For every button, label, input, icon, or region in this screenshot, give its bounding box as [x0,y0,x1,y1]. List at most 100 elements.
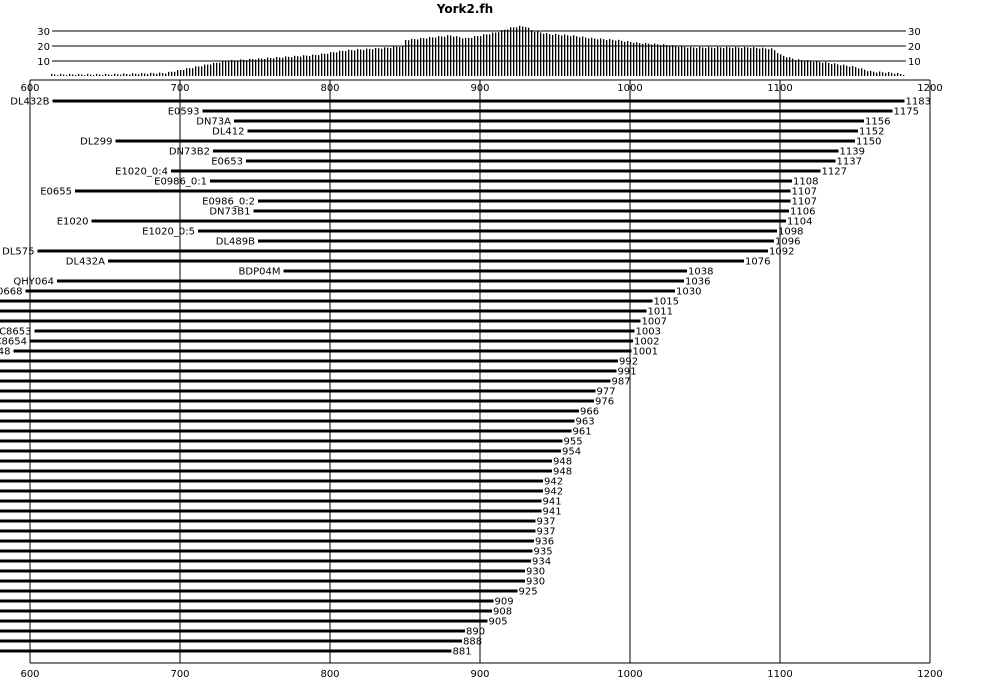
sample-end-year: 1011 [648,307,673,318]
histogram-bar [570,36,572,76]
sample-range: DL432A 1076 [66,257,771,268]
histogram-bar [372,49,374,76]
histogram-bar [411,38,413,76]
histogram-bar [819,61,821,76]
sample-range: C8885935 [0,547,553,558]
histogram-bar [405,40,407,76]
histogram-bar [561,35,563,76]
histogram-bar [894,73,896,76]
histogram-bar [783,55,785,76]
histogram-bar [444,36,446,76]
sample-end-year: 1150 [856,137,881,148]
histogram-bar [159,72,161,76]
histogram-bar [810,61,812,76]
sample-end-year: 942 [544,487,563,498]
histogram-bar [858,68,860,76]
sample-end-year: 966 [580,407,599,418]
histogram-bar [747,47,749,76]
x-tick-label-top: 800 [320,83,339,94]
histogram-y-tick-label-left: 10 [37,57,50,68]
histogram-bar [720,47,722,76]
histogram-bar [795,60,797,76]
sample-end-year: 1152 [859,127,884,138]
histogram-bar [780,54,782,76]
sample-label: DL432A [66,257,105,268]
histogram-bar [762,47,764,76]
sample-end-year: 942 [544,477,563,488]
sample-range: C8071925 [0,587,538,598]
histogram-bar [402,45,404,76]
sample-end-year: 1107 [792,197,817,208]
histogram-bar [90,74,92,76]
sample-range: C0051937 [0,527,556,538]
histogram-bar [813,61,815,76]
sample-range: C9067930 [0,567,545,578]
histogram-bar [207,64,209,76]
histogram-bar [609,39,611,76]
histogram-bar [132,73,134,76]
histogram-bar [537,31,539,76]
sample-end-year: 1038 [688,267,713,278]
histogram-bar [837,64,839,76]
histogram-bar [390,48,392,76]
x-tick-label-top: 700 [170,83,189,94]
histogram-bar [258,58,260,76]
histogram-bar [111,74,113,76]
sample-range: E0986_0:1 1108 [154,177,818,188]
histogram-bar [225,61,227,76]
histogram-bar [597,39,599,76]
histogram-bar [582,36,584,76]
histogram-bar [741,48,743,76]
histogram-bar [849,66,851,76]
histogram-bar [579,37,581,76]
histogram-bar [318,55,320,76]
histogram-bar [663,44,665,76]
histogram-bar [636,42,638,76]
x-tick-label-bottom: 700 [170,669,189,680]
histogram-bar [150,72,152,76]
histogram-bar [375,47,377,76]
sample-range: C8897909 [0,597,514,608]
sample-range: C86201007 [0,317,667,328]
x-axis: 600 600 700 700 800 800 900 900 1000 1000 1100 1100… [20,79,943,680]
histogram-bar [216,62,218,76]
histogram-bar [279,57,281,76]
sample-label: DL575 [2,247,34,258]
sample-end-year: 992 [619,357,638,368]
histogram-bar [696,48,698,76]
histogram-bar [153,73,155,76]
sample-end-year: 948 [553,457,572,468]
histogram-bar [348,49,350,76]
x-tick-label-bottom: 900 [470,669,489,680]
histogram-bar [108,74,110,76]
sample-end-year: 935 [534,547,553,558]
histogram-bar [156,73,158,76]
histogram-bar [645,42,647,76]
sample-end-year: 991 [618,367,637,378]
histogram-bar [687,47,689,76]
sample-range: C8679954 [0,447,581,458]
sample-end-year: 1108 [793,177,818,188]
histogram-bar [900,73,902,76]
histogram-bar [540,32,542,76]
histogram-bar [366,48,368,76]
histogram-bar [123,73,125,76]
sample-range: E0668 1030 [0,287,701,298]
sample-label: DL299 [80,137,112,148]
sample-end-year: 1139 [840,147,865,158]
histogram-bar [843,64,845,76]
histogram-bar [690,46,692,76]
histogram-bar [339,50,341,76]
histogram-bar [753,47,755,76]
histogram-bar [855,67,857,76]
histogram-bar [450,35,452,76]
histogram-bar [114,73,116,76]
histogram-bar [282,57,284,76]
sample-label: QHY064 [13,277,54,288]
sample-end-year: 1106 [790,207,815,218]
histogram-bar [330,52,332,76]
sample-label: C8648 [0,347,11,358]
sample-range: C86491011 [0,307,673,318]
histogram-bar [81,74,83,76]
histogram-bar [501,30,503,77]
